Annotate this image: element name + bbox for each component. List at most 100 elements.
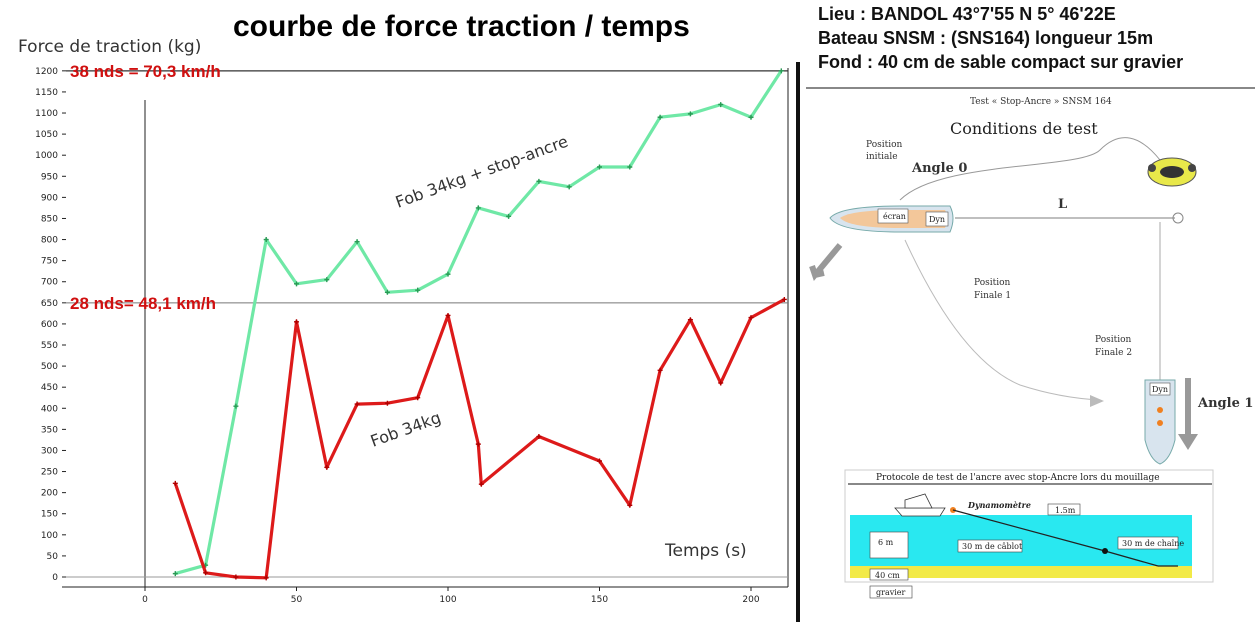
series-line-fob	[173, 298, 786, 580]
y-tick-label: 950	[41, 172, 58, 182]
trajectory-arrowhead	[1090, 395, 1104, 407]
position-initiale-label-2: initiale	[866, 152, 898, 162]
protocol-diagram: Protocole de test de l'ancre avec stop-A…	[844, 469, 1214, 599]
data-point	[718, 380, 724, 386]
y-tick-label: 1000	[35, 151, 58, 161]
data-point	[657, 367, 663, 373]
data-point	[233, 403, 239, 409]
x-tick-label: 200	[742, 595, 759, 605]
data-point	[263, 575, 269, 581]
y-tick-label: 700	[41, 278, 58, 288]
y-tick-label: 1100	[35, 109, 58, 119]
y-tick-label: 1150	[35, 88, 58, 98]
reference-line-label: 28 nds= 48,1 km/h	[70, 294, 216, 313]
drift-arrow-down-head	[1178, 434, 1198, 450]
depth-label: 6 m	[878, 538, 894, 547]
data-point	[384, 400, 390, 406]
anchor-icon	[1172, 212, 1184, 224]
y-tick-label: 250	[41, 468, 58, 478]
angle1-label: Angle 1	[1197, 396, 1253, 411]
data-point	[718, 102, 724, 108]
y-tick-label: 50	[47, 552, 59, 562]
gravel-label: gravier	[876, 588, 906, 597]
series-label-fob: Fob 34kg	[368, 408, 444, 451]
reference-lines: 38 nds = 70,3 km/h 28 nds= 48,1 km/h	[66, 62, 788, 313]
data-point	[172, 480, 178, 486]
data-point	[478, 481, 484, 487]
finale2-label-1: Position	[1095, 335, 1132, 345]
data-point	[687, 111, 693, 117]
data-point	[627, 502, 633, 508]
chain-line	[1104, 550, 1159, 567]
x-axis-label: Temps (s)	[664, 541, 747, 561]
x-tick-label: 100	[439, 595, 456, 605]
data-point	[566, 184, 572, 190]
series-label-stop-ancre: Fob 34kg + stop-ancre	[393, 132, 571, 212]
reference-line-label: 38 nds = 70,3 km/h	[70, 62, 221, 81]
info-boat: Bateau SNSM : (SNS164) longueur 15m	[818, 28, 1153, 48]
data-point	[475, 205, 481, 211]
data-point	[687, 317, 693, 323]
y-tick-label: 1200	[35, 67, 58, 77]
y-axis-label: Force de traction (kg)	[18, 37, 201, 57]
x-ticks: 0 50 100 150 200	[142, 587, 760, 605]
data-point	[536, 434, 542, 440]
data-point	[263, 237, 269, 243]
position-initiale-label-1: Position	[866, 140, 903, 150]
info-seabed: Fond : 40 cm de sable compact sur gravie…	[818, 52, 1183, 72]
protocol-boat-icon	[894, 507, 946, 517]
data-point	[415, 395, 421, 401]
data-point	[445, 312, 451, 318]
boat-screen-label: écran	[883, 212, 906, 221]
data-point	[294, 319, 299, 325]
stop-ancre-dot	[1102, 548, 1108, 554]
y-tick-label: 150	[41, 510, 58, 520]
data-point	[657, 114, 663, 120]
y-tick-label: 600	[41, 320, 58, 330]
data-point	[475, 441, 481, 447]
drift-arrow-left	[809, 243, 843, 282]
x-tick-label: 0	[142, 595, 148, 605]
finale1-label-2: Finale 1	[974, 291, 1011, 301]
data-point	[506, 213, 512, 219]
y-ticks: 0 50 100 150 200 250 300 350 400 450 500 550 600 650 7…	[35, 67, 66, 583]
trajectory-path	[904, 239, 1101, 401]
data-point	[203, 570, 209, 576]
cable-label: 30 m de câblot	[962, 542, 1023, 551]
data-point	[354, 401, 360, 407]
data-point	[415, 287, 421, 293]
data-point	[233, 574, 239, 580]
info-location: Lieu : BANDOL 43°7'55 N 5° 46'22E	[818, 4, 1116, 24]
y-tick-label: 100	[41, 531, 58, 541]
angle0-label: Angle 0	[911, 161, 967, 176]
y-tick-label: 900	[41, 193, 58, 203]
protocol-title: Protocole de test de l'ancre avec stop-A…	[876, 473, 1160, 483]
data-point	[445, 271, 451, 277]
y-tick-label: 300	[41, 446, 58, 456]
data-point	[294, 281, 299, 287]
distance-label: L	[1058, 197, 1067, 212]
data-point	[597, 164, 602, 170]
data-point	[324, 277, 330, 283]
data-point	[384, 289, 390, 295]
y-tick-label: 400	[41, 404, 58, 414]
data-point	[172, 571, 178, 577]
data-point	[748, 114, 754, 120]
remote-cable	[899, 137, 1161, 201]
boat2-dyn-label: Dyn	[1152, 385, 1168, 394]
diagram-header: Test « Stop-Ancre » SNSM 164	[970, 97, 1112, 107]
y-tick-label: 200	[41, 489, 58, 499]
boat-initial-icon: écran Dyn	[829, 205, 954, 233]
y-tick-label: 500	[41, 362, 58, 372]
data-point	[627, 164, 633, 170]
underwater-drone-icon	[1147, 157, 1197, 187]
cable-line	[952, 509, 1106, 552]
vertical-divider	[796, 62, 800, 622]
data-point	[748, 315, 754, 321]
y-tick-label: 550	[41, 341, 58, 351]
y-tick-label: 450	[41, 383, 58, 393]
sand-label: 40 cm	[875, 571, 900, 580]
data-point	[324, 464, 330, 470]
data-point	[354, 239, 360, 245]
